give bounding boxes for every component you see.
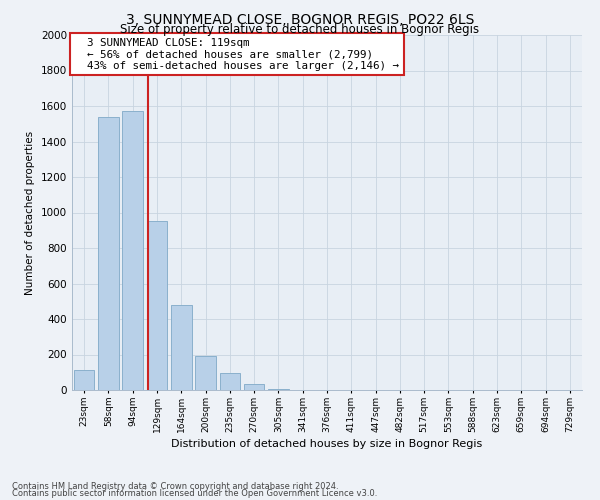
Text: 3 SUNNYMEAD CLOSE: 119sqm
  ← 56% of detached houses are smaller (2,799)
  43% o: 3 SUNNYMEAD CLOSE: 119sqm ← 56% of detac… — [74, 38, 400, 71]
Bar — [244, 384, 265, 390]
Y-axis label: Number of detached properties: Number of detached properties — [25, 130, 35, 294]
Bar — [171, 305, 191, 390]
X-axis label: Distribution of detached houses by size in Bognor Regis: Distribution of detached houses by size … — [172, 439, 482, 449]
Text: Contains HM Land Registry data © Crown copyright and database right 2024.: Contains HM Land Registry data © Crown c… — [12, 482, 338, 491]
Bar — [268, 389, 289, 390]
Bar — [122, 112, 143, 390]
Bar — [195, 356, 216, 390]
Bar — [98, 116, 119, 390]
Bar — [146, 222, 167, 390]
Bar — [220, 373, 240, 390]
Text: Contains public sector information licensed under the Open Government Licence v3: Contains public sector information licen… — [12, 489, 377, 498]
Bar — [74, 370, 94, 390]
Text: 3, SUNNYMEAD CLOSE, BOGNOR REGIS, PO22 6LS: 3, SUNNYMEAD CLOSE, BOGNOR REGIS, PO22 6… — [126, 12, 474, 26]
Text: Size of property relative to detached houses in Bognor Regis: Size of property relative to detached ho… — [121, 22, 479, 36]
